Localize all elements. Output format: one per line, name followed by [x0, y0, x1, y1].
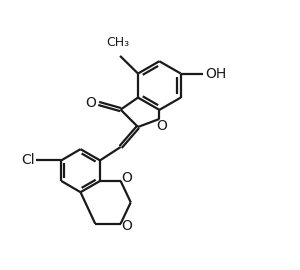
- Text: O: O: [85, 96, 96, 110]
- Text: O: O: [121, 171, 132, 185]
- Text: Cl: Cl: [22, 153, 35, 167]
- Text: CH₃: CH₃: [106, 36, 130, 49]
- Text: O: O: [157, 119, 167, 133]
- Text: OH: OH: [205, 66, 226, 80]
- Text: O: O: [121, 220, 132, 233]
